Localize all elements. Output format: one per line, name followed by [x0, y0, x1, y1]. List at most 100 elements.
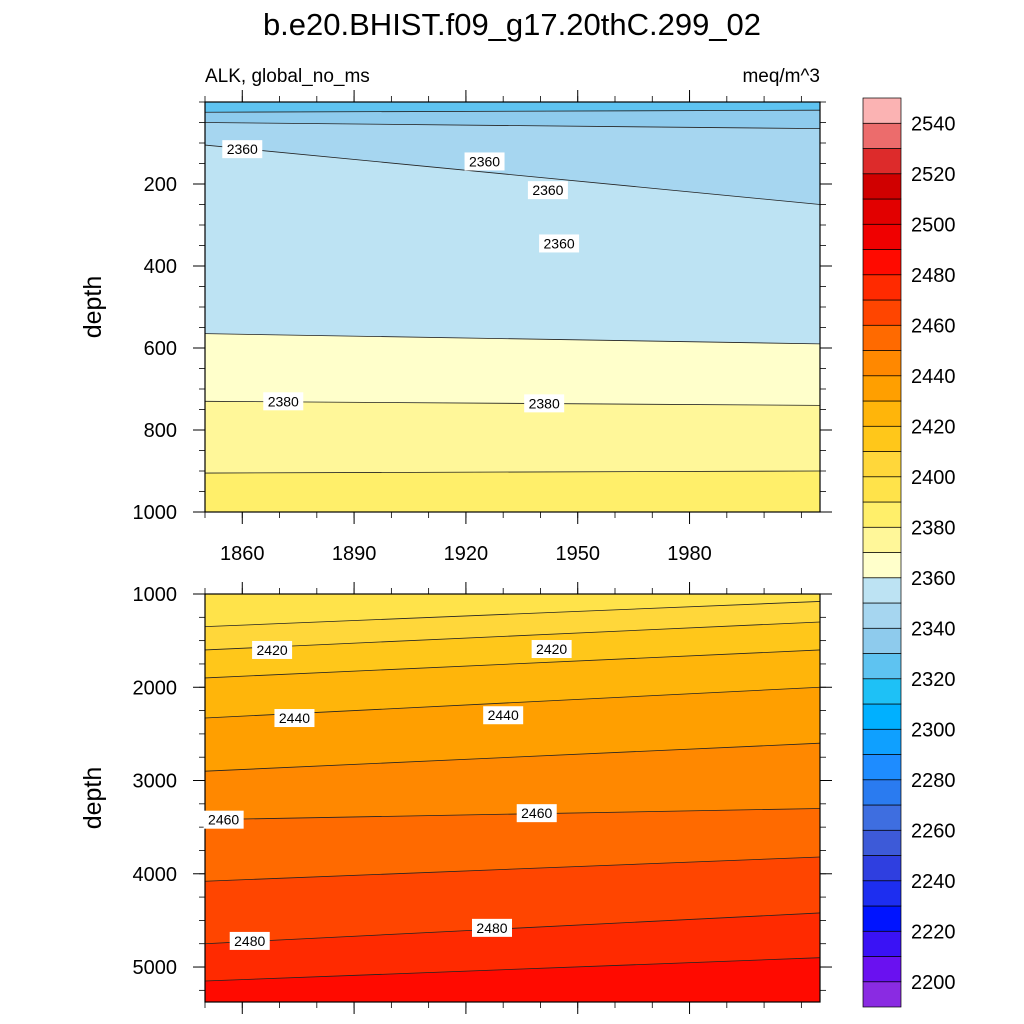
colorbar-swatch [862, 627, 902, 654]
colorbar-label: 2440 [911, 366, 956, 388]
contour-label-bg [464, 152, 505, 171]
y-tick-label: 600 [144, 338, 177, 360]
contour-band-2340 [205, 110, 820, 129]
contour-label: 2360 [469, 153, 500, 169]
colorbar-swatch [862, 577, 902, 604]
colorbar-swatch [862, 350, 902, 377]
contour-line-2470 [204, 856, 821, 882]
contour-line-2340 [204, 109, 821, 113]
colorbar-swatch [862, 728, 902, 755]
contour-label: 2360 [532, 182, 563, 198]
colorbar-swatch [862, 122, 902, 149]
contour-band-2390 [205, 471, 820, 512]
contour-band-2380 [205, 401, 820, 474]
colorbar-swatch [862, 501, 902, 528]
contour-label-bg [524, 394, 565, 413]
contour-label: 2380 [529, 395, 560, 411]
contour-label-bg [472, 918, 512, 937]
colorbar-swatch [862, 274, 902, 301]
contour-line-2410 [204, 601, 821, 628]
contour-label: 2380 [268, 393, 299, 409]
contour-line-2450 [204, 742, 821, 772]
colorbar-swatch [862, 552, 902, 579]
y-tick-label: 400 [144, 256, 177, 278]
colorbar-swatch [862, 375, 902, 402]
contour-label-bg [222, 140, 263, 159]
contour-line-2420 [204, 621, 821, 651]
y-axis-label: depth [79, 276, 107, 339]
contour-band-2370 [205, 333, 820, 406]
panels-group: 200 400 600 800 1000 1860 1890 1920 1950 1980 dept… [79, 90, 832, 1014]
contour-band-2450 [205, 743, 820, 820]
colorbar-label: 2480 [911, 265, 956, 287]
colorbar-swatch [862, 299, 902, 326]
contour-line-2350 [204, 122, 821, 130]
contour-label: 2360 [227, 141, 258, 157]
contour-label-bg [203, 810, 244, 829]
colorbar-swatch [862, 905, 902, 932]
contour-label: 2420 [257, 642, 288, 658]
colorbar-label: 2220 [911, 921, 956, 943]
colorbar-swatch [862, 148, 902, 175]
panel-upper: 200 400 600 800 1000 1860 1890 1920 1950 1980 dept… [79, 90, 832, 565]
contour-line-2480 [204, 912, 821, 945]
colorbar-swatch [862, 97, 902, 124]
contour-label-bg [274, 709, 315, 728]
panel-frame [204, 593, 821, 1003]
colorbar-label: 2260 [911, 820, 956, 842]
contour-label: 2460 [208, 812, 239, 828]
colorbar-label: 2500 [911, 214, 956, 236]
colorbar-swatch [862, 526, 902, 553]
colorbar-label: 2200 [911, 972, 956, 994]
colorbar-swatch [862, 804, 902, 831]
contour-label: 2440 [488, 707, 519, 723]
contour-label-bg [229, 931, 270, 950]
x-tick-label: 1860 [220, 543, 265, 565]
contour-label-bg [263, 392, 304, 411]
contour-label: 2480 [476, 920, 507, 936]
contour-band-2440 [205, 687, 820, 772]
contour-label-bg [539, 234, 580, 253]
colorbar-label: 2400 [911, 467, 956, 489]
contour-line-2360 [204, 144, 821, 205]
y-tick-label: 1000 [133, 502, 178, 524]
contour-line-2490 [204, 957, 821, 982]
colorbar-swatch [862, 678, 902, 705]
colorbar-label: 2320 [911, 669, 956, 691]
contour-label-bg [531, 640, 572, 659]
colorbar-label: 2520 [911, 164, 956, 186]
y-tick-label: 3000 [133, 771, 178, 793]
x-tick-label: 1890 [332, 543, 377, 565]
contour-band-2410 [205, 601, 820, 650]
contour-band-2480 [205, 912, 820, 981]
y-tick-label: 200 [144, 174, 177, 196]
colorbar-label: 2540 [911, 113, 956, 135]
colorbar-swatch [862, 451, 902, 478]
colorbar-swatch [862, 981, 902, 1008]
colorbar-swatch [862, 956, 902, 983]
x-tick-label: 1950 [555, 543, 600, 565]
y-tick-label: 1000 [133, 584, 178, 606]
contour-label: 2420 [536, 641, 567, 657]
contour-band-2330 [205, 102, 820, 113]
contour-line-2430 [204, 649, 821, 679]
contour-band-2400 [205, 594, 820, 627]
variable-label: ALK, global_no_ms [205, 66, 370, 87]
contour-line-2460 [204, 808, 821, 821]
contour-label: 2480 [234, 933, 265, 949]
contour-line-2370 [204, 333, 821, 345]
x-tick-label: 1980 [667, 543, 712, 565]
colorbar-swatch [862, 602, 902, 629]
contour-line-2380 [204, 400, 821, 406]
y-tick-label: 800 [144, 420, 177, 442]
y-tick-label: 2000 [133, 677, 178, 699]
colorbar-label: 2240 [911, 871, 956, 893]
colorbar-label: 2360 [911, 568, 956, 590]
colorbar-swatch [862, 324, 902, 351]
contour-band-2360 [205, 145, 820, 344]
y-axis-label: depth [79, 767, 107, 830]
colorbar-label: 2420 [911, 416, 956, 438]
colorbar-swatch [862, 829, 902, 856]
contour-label: 2460 [521, 805, 552, 821]
